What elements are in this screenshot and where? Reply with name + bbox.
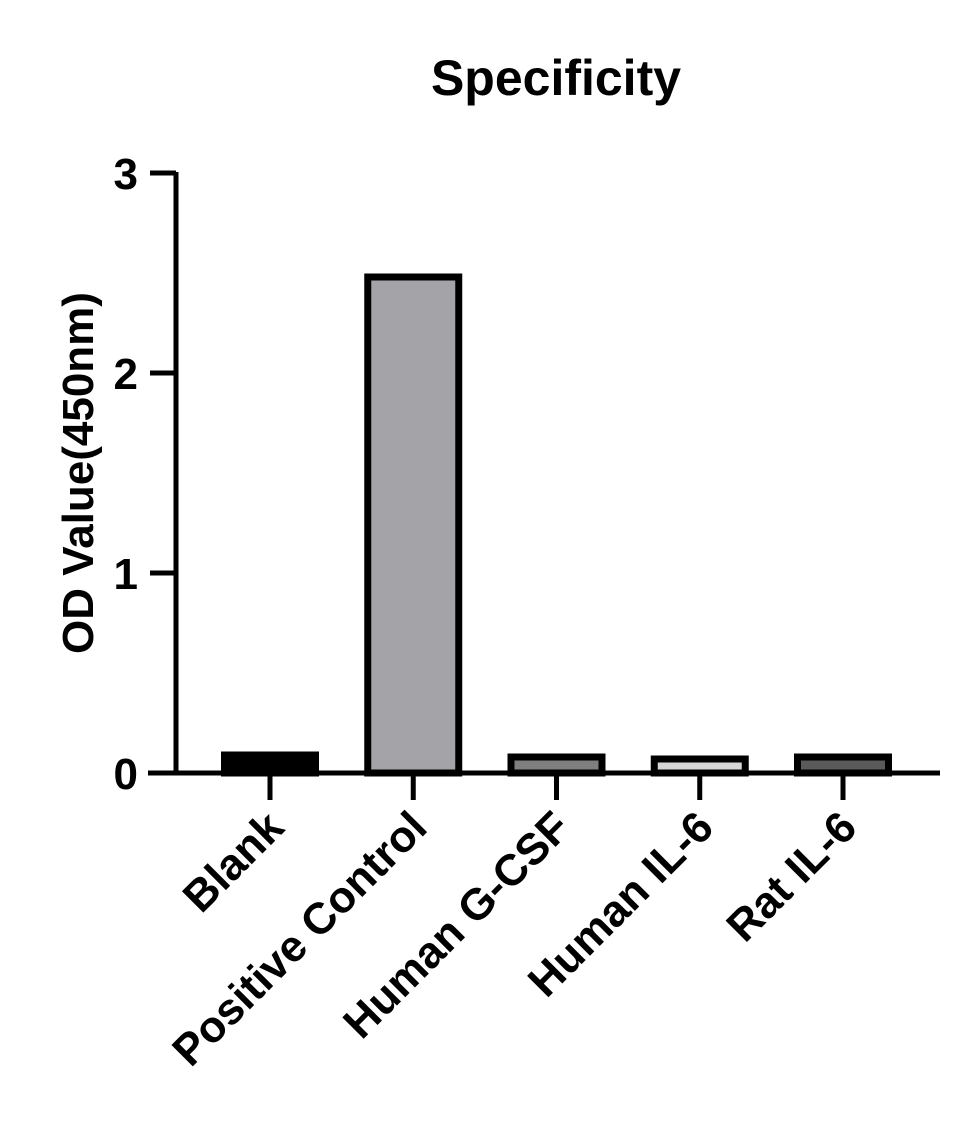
bar-blank [221,751,319,777]
y-tick-label: 2 [114,350,138,399]
chart-title: Specificity [431,50,681,106]
y-tick-label: 0 [114,750,138,799]
y-axis-ticks: 0 1 2 3 [114,150,176,799]
bar-positive-control [364,273,463,777]
y-tick-label: 3 [114,150,138,199]
y-tick-label: 1 [114,550,138,599]
bars [221,273,892,777]
x-tick-label: Positive Control [163,802,436,1075]
x-tick-label: Rat IL-6 [717,802,866,951]
x-tick-label: Blank [174,802,294,922]
y-axis-label: OD Value(450nm) [54,292,103,654]
